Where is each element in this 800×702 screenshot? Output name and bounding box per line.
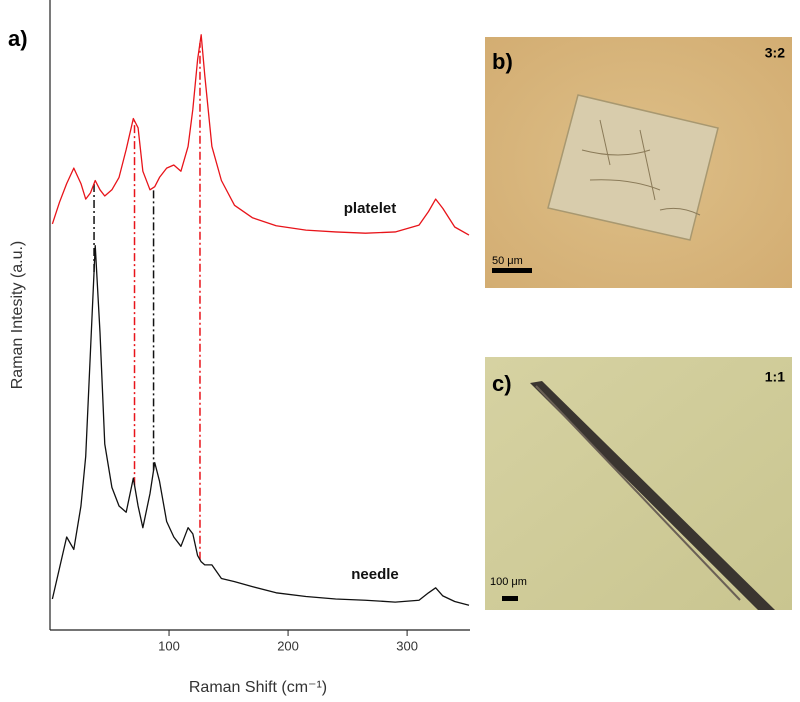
spectrum-line	[52, 35, 469, 235]
x-tick-label: 200	[277, 638, 299, 653]
ratio-label: 3:2	[765, 45, 785, 61]
figure: a) Raman Intesity (a.u.) Raman Shift (cm…	[0, 0, 800, 697]
y-axis-title: Raman Intesity (a.u.)	[9, 241, 26, 390]
ratio-label: 1:1	[765, 369, 785, 385]
scale-bar	[502, 596, 518, 601]
plot: 100 200 300 needle platelet	[52, 35, 469, 654]
scale-bar-label: 100 μm	[490, 576, 527, 588]
panel-label: a)	[8, 26, 28, 51]
panel-label: b)	[492, 49, 513, 74]
panel-b: b) 3:2 50 μm	[485, 37, 792, 288]
panel-label: c)	[492, 371, 512, 396]
panel-c: c) 1:1 100 μm	[485, 357, 792, 610]
scale-bar	[492, 268, 532, 273]
x-axis-title: Raman Shift (cm⁻¹)	[189, 679, 327, 696]
series-label: needle	[351, 566, 399, 583]
x-tick-label: 300	[396, 638, 418, 653]
scale-bar-label: 50 μm	[492, 255, 523, 267]
spectrum-line	[52, 246, 469, 606]
series-label: platelet	[344, 200, 397, 217]
x-tick-label: 100	[158, 638, 180, 653]
